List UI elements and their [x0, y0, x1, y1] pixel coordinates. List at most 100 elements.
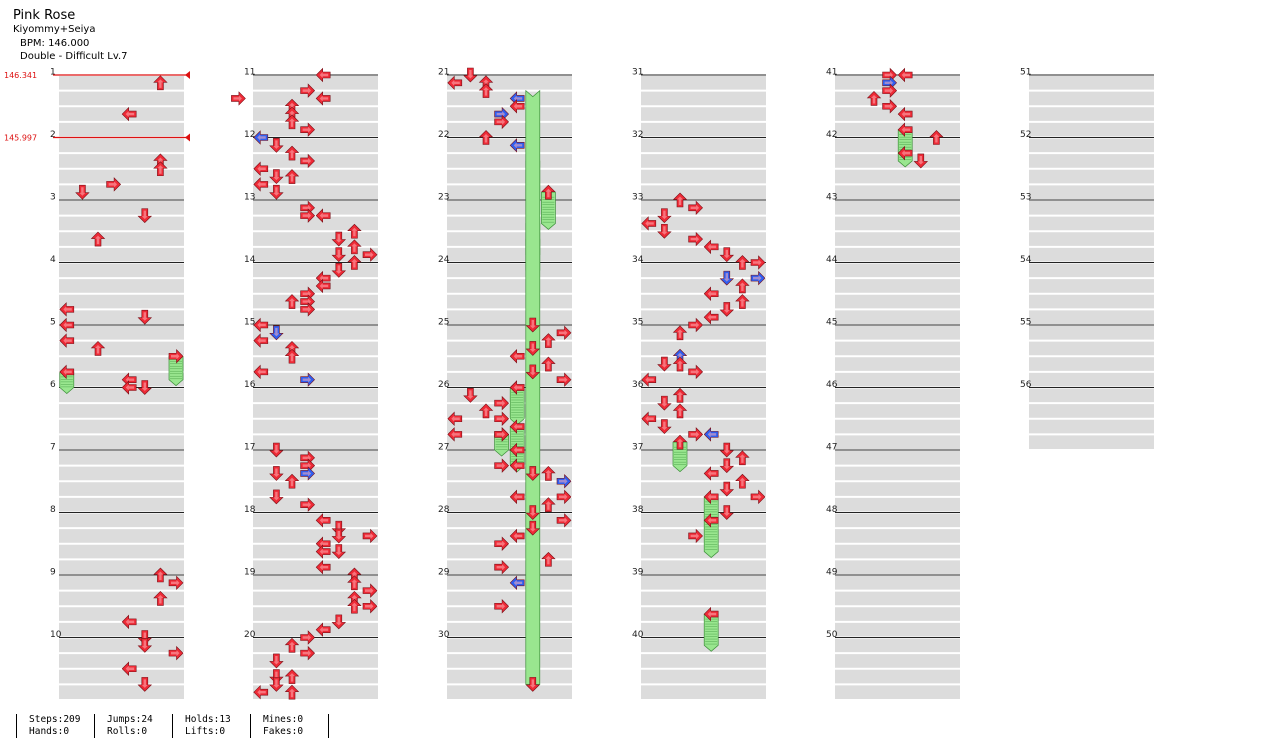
down-arrow [137, 677, 153, 692]
measure-number: 16 [244, 380, 256, 390]
measure-number: 37 [632, 443, 643, 453]
beat-shade [447, 560, 572, 574]
left-arrow [447, 411, 463, 426]
beat-shade [59, 419, 184, 434]
hold-head-arrow [541, 184, 556, 200]
stat-steps-hands: Steps:209 Hands:0 [16, 714, 80, 738]
beat-shade [641, 326, 766, 340]
left-arrow [315, 622, 331, 637]
beat-shade [641, 388, 766, 403]
beat-shade [641, 669, 766, 684]
beat-shade [447, 216, 572, 231]
beat-shade [641, 247, 766, 262]
beat-shade [253, 685, 378, 699]
down-arrow [269, 489, 284, 505]
beat-shade [835, 357, 960, 371]
right-arrow [882, 83, 898, 98]
right-arrow [494, 458, 510, 473]
left-arrow [897, 145, 913, 161]
beat-shade [253, 654, 378, 668]
beat-shade [253, 482, 378, 496]
up-arrow [541, 466, 556, 481]
beat-shade [447, 591, 572, 606]
stat-mines-fakes: Mines:0 Fakes:0 [250, 714, 303, 738]
beat-shade [59, 91, 184, 106]
beat-shade [59, 138, 184, 153]
hold-head-arrow [703, 606, 719, 622]
left-arrow [897, 106, 913, 122]
beat-shade [835, 201, 960, 215]
beat-shade [835, 654, 960, 668]
beat-shade [1029, 326, 1154, 340]
stat-hands: Hands:0 [29, 726, 70, 737]
down-arrow [913, 153, 929, 169]
beat-shade [1029, 185, 1154, 199]
beat-shade [253, 591, 378, 606]
hold-head-arrow [703, 489, 719, 505]
up-arrow [90, 231, 106, 247]
measure-number: 24 [438, 255, 450, 265]
beat-shade [641, 122, 766, 137]
stat-jumps: Jumps:24 [107, 714, 153, 725]
down-arrow [269, 325, 284, 341]
right-arrow [750, 255, 766, 270]
beat-shade [253, 76, 378, 90]
beat-shade [59, 294, 184, 309]
beat-shade [1029, 107, 1154, 121]
right-arrow [882, 99, 898, 114]
hold-head-arrow [672, 434, 688, 450]
beat-shade [253, 201, 378, 215]
left-arrow [509, 380, 525, 395]
down-arrow [719, 505, 735, 520]
beat-shade [835, 122, 960, 137]
beat-shade [641, 544, 766, 559]
beat-shade [447, 404, 572, 418]
measure-number: 39 [632, 568, 644, 578]
hold-head-arrow [525, 677, 541, 692]
beat-shade [59, 122, 184, 137]
left-arrow [253, 364, 269, 380]
measure-number: 41 [826, 68, 837, 78]
down-arrow [657, 395, 672, 411]
left-arrow [509, 349, 525, 364]
down-arrow [331, 247, 347, 263]
measure-number: 12 [244, 130, 255, 140]
right-arrow [750, 270, 766, 286]
down-arrow [137, 309, 153, 325]
down-arrow [719, 247, 735, 263]
right-arrow [494, 395, 510, 411]
beat-shade [835, 76, 960, 90]
left-arrow [509, 99, 525, 114]
beat-shade [253, 279, 378, 293]
beat-shade [835, 451, 960, 465]
bpm-change-label: 146.341 [4, 71, 37, 80]
measure-number: 6 [50, 380, 56, 390]
beat-shade [641, 435, 766, 449]
beat-shade [59, 451, 184, 465]
beat-shade [1029, 388, 1154, 403]
measure-number: 48 [826, 505, 838, 515]
beat-shade [835, 638, 960, 653]
up-arrow [541, 333, 556, 348]
beat-shade [447, 263, 572, 278]
down-arrow [331, 614, 347, 630]
beat-shade [253, 326, 378, 340]
measure-number: 25 [438, 318, 449, 328]
up-arrow [347, 255, 362, 270]
beat-shade [447, 154, 572, 168]
beat-shade [59, 513, 184, 528]
measure-number: 44 [826, 255, 838, 265]
beat-shade [641, 638, 766, 653]
up-arrow [347, 239, 362, 255]
right-arrow [494, 427, 510, 442]
beat-shade [59, 201, 184, 215]
beat-shade [59, 497, 184, 512]
left-arrow [641, 372, 657, 387]
up-arrow [478, 83, 494, 98]
beat-shade [835, 576, 960, 590]
bpm-change-marker [185, 71, 190, 79]
stats-divider [328, 714, 329, 738]
left-arrow [315, 91, 331, 106]
right-arrow [494, 559, 510, 575]
up-arrow [90, 341, 106, 356]
